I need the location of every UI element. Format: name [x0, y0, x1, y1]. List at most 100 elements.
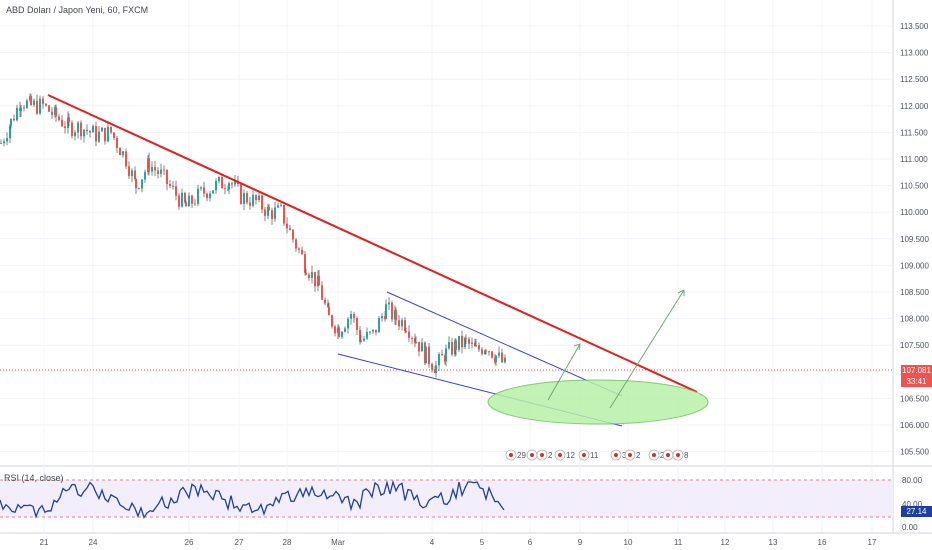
rsi-label: RSI (14, close) [4, 473, 64, 483]
channel-upper-line[interactable] [386, 291, 623, 397]
time-tick-label: 28 [283, 538, 292, 547]
candle-body [431, 364, 433, 370]
candle-body [347, 318, 349, 329]
event-dot-icon [614, 453, 618, 457]
trendline-resistance[interactable] [47, 94, 698, 393]
projection-arrow-short[interactable] [547, 343, 581, 401]
price-tick-label: 109.000 [900, 261, 929, 270]
candle-body [331, 315, 333, 327]
event-dot-icon [628, 453, 632, 457]
candle-body [0, 143, 2, 144]
candle-body [9, 125, 11, 139]
time-tick-label: 11 [674, 538, 683, 547]
candle-body [458, 336, 460, 350]
candle-body [178, 195, 180, 207]
candle-body [471, 342, 473, 344]
candle-body [328, 307, 330, 316]
event-dot-icon [558, 453, 562, 457]
rsi-tick-label: 0.00 [902, 523, 918, 532]
candle-body [308, 274, 310, 278]
candle-body [107, 126, 109, 142]
candle-body [55, 107, 57, 117]
candle-body [421, 342, 423, 352]
candle-body [468, 338, 470, 344]
candle-body [116, 137, 118, 149]
target-zone-ellipse[interactable] [487, 379, 709, 425]
candle-body [200, 187, 202, 189]
candle-body [101, 127, 103, 132]
candle-body [395, 309, 397, 321]
price-tick-label: 111.500 [900, 128, 928, 137]
price-tick-label: 107.500 [900, 341, 929, 350]
price-tick-label: 111.000 [900, 155, 928, 164]
candle-body [283, 204, 285, 224]
event-dot-icon [676, 453, 680, 457]
candle-body [301, 249, 303, 255]
candle-body [286, 223, 288, 229]
candle-body [461, 336, 463, 348]
candle-body [388, 302, 390, 305]
event-count-label: 2 [548, 451, 553, 460]
candle-body [10, 118, 12, 126]
projection-arrow-long[interactable] [609, 289, 685, 409]
candle-body [151, 167, 153, 172]
candle-body [305, 272, 307, 275]
candle-body [249, 202, 251, 206]
candle-body [20, 107, 22, 111]
candle-body [304, 254, 306, 273]
event-dot-icon [652, 453, 656, 457]
rsi-value-tag: 27.14 [901, 506, 932, 517]
candle-body [474, 342, 476, 347]
candle-body [311, 272, 313, 278]
candle-body [484, 350, 486, 354]
candle-body [160, 169, 162, 174]
candle-body [435, 365, 437, 374]
candle-body [128, 166, 130, 177]
candle-body [13, 118, 15, 121]
candle-body [441, 354, 443, 356]
event-dot-icon [540, 453, 544, 457]
candle-body [274, 207, 276, 219]
candle-body [3, 141, 5, 144]
candle-body [411, 337, 413, 339]
candle-body [215, 181, 217, 191]
time-tick-label: 17 [868, 538, 877, 547]
candle-body [261, 195, 263, 210]
candle-body [80, 122, 82, 137]
candle-body [252, 195, 254, 206]
candle-body [92, 126, 94, 133]
candle-body [71, 122, 73, 136]
candle-body [203, 187, 205, 194]
candle-body [141, 179, 143, 189]
candle-body [495, 355, 497, 363]
time-tick-label: Mar [331, 538, 345, 547]
candle-body [240, 183, 242, 204]
event-count-label: 3 [622, 451, 627, 460]
candle-body [228, 183, 230, 190]
candle-body [255, 195, 257, 200]
candle-body [163, 169, 165, 171]
event-dot-icon [509, 453, 513, 457]
candle-body [491, 351, 493, 358]
candle-body [135, 178, 137, 189]
candle-body [212, 190, 214, 194]
candle-body [122, 151, 124, 156]
candle-body [327, 303, 329, 308]
candle-body [418, 341, 420, 352]
price-tick-label: 105.500 [900, 448, 929, 457]
candle-body [172, 185, 174, 187]
last-price-tag: 107.081 [901, 365, 932, 376]
candle-body [425, 346, 427, 364]
candle-body [408, 331, 410, 338]
candle-body [356, 318, 358, 330]
candle-body [188, 195, 190, 207]
candle-body [58, 116, 60, 120]
candle-body [481, 349, 483, 354]
candle-body [428, 346, 430, 365]
time-tick-label: 12 [721, 538, 730, 547]
candle-body [246, 193, 248, 203]
candle-body [314, 272, 316, 287]
candle-body [243, 193, 245, 204]
